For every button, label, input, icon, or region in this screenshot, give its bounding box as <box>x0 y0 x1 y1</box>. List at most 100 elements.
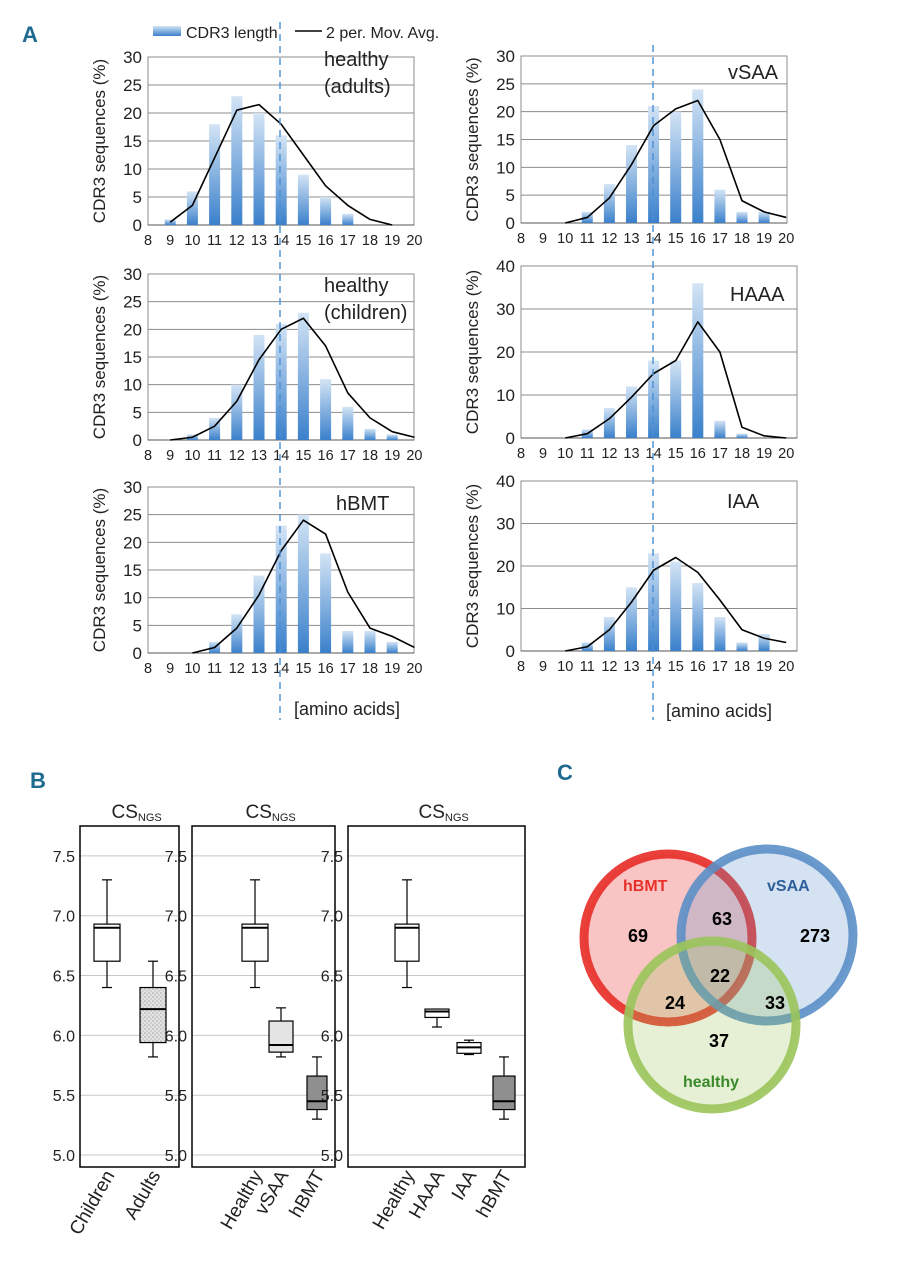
x-tick-label: 16 <box>318 448 334 464</box>
x-tick-label: 20 <box>406 661 422 677</box>
x-tick-label: 15 <box>295 661 311 677</box>
y-tick-label: 15 <box>123 348 142 367</box>
moving-average-line <box>565 556 787 652</box>
y-tick-label: 10 <box>496 600 515 619</box>
y-tick-label: 20 <box>123 533 142 552</box>
y-tick-label: 5 <box>133 403 142 422</box>
x-tick-label: 12 <box>229 448 245 464</box>
y-tick-label: 6.0 <box>165 1028 187 1045</box>
y-tick-label: 5 <box>506 186 515 205</box>
x-tick-label: 20 <box>778 446 794 462</box>
y-axis-label: CDR3 sequences (%) <box>463 57 482 221</box>
box-hbmt: hBMT <box>473 1056 517 1221</box>
x-tick-label: 20 <box>778 659 794 675</box>
x-tick-label: 20 <box>778 231 794 247</box>
x-tick-label: 13 <box>623 659 639 675</box>
y-tick-label: 25 <box>496 75 515 94</box>
histogram-iaa: 0 10 20 30 40 8 9 10 11 12 13 14 15 16 17 18 19 20 CDR3 se… <box>463 472 798 675</box>
venn-circle-healthy <box>623 936 801 1114</box>
y-tick-label: 20 <box>496 343 515 362</box>
box-body <box>93 923 121 962</box>
boxplot-title: CSNGS <box>419 802 469 824</box>
x-tick-label: 9 <box>539 659 547 675</box>
x-tick-label: 17 <box>340 448 356 464</box>
x-tick-label: Children <box>66 1167 120 1239</box>
x-tick-label: 15 <box>295 448 311 464</box>
y-tick-label: 0 <box>506 214 515 233</box>
x-tick-label: 8 <box>517 659 525 675</box>
box-body <box>268 1020 294 1053</box>
box-iaa: IAA <box>448 1039 482 1204</box>
boxplot-healthy-haaa-iaa-hbmt: 5.05.56.06.57.07.5CSNGSHealthyHAAAIAAhBM… <box>321 802 526 1233</box>
y-tick-label: 40 <box>496 257 515 276</box>
x-tick-label: 11 <box>207 233 222 249</box>
x-tick-label: 18 <box>362 661 378 677</box>
y-tick-label: 40 <box>496 472 515 491</box>
y-tick-label: 25 <box>123 506 142 525</box>
chart-title: healthy <box>324 275 389 297</box>
bar <box>342 213 354 225</box>
x-tick-label: 20 <box>406 233 422 249</box>
y-tick-label: 10 <box>123 376 142 395</box>
bar <box>603 184 615 223</box>
x-tick-label: 8 <box>144 661 152 677</box>
venn-diagram: hBMT vSAA healthy 69 273 37 63 24 33 22 <box>579 844 858 1114</box>
x-tick-label: 9 <box>539 446 547 462</box>
y-tick-label: 5 <box>133 188 142 207</box>
x-tick-label: 18 <box>362 448 378 464</box>
y-tick-label: 6.5 <box>53 969 75 986</box>
box-body <box>139 986 167 1044</box>
bar <box>320 379 332 440</box>
x-tick-label: 9 <box>166 661 174 677</box>
y-tick-label: 10 <box>123 589 142 608</box>
x-tick-label: 19 <box>756 231 772 247</box>
histogram-vsaa: 051015202530891011121314151617181920CDR3… <box>463 47 794 247</box>
x-tick-label: 10 <box>557 659 573 675</box>
y-axis-label: CDR3 sequences (%) <box>90 488 109 652</box>
venn-count-healthy-only: 37 <box>709 1031 729 1051</box>
y-axis-label: CDR3 sequences (%) <box>463 270 482 434</box>
y-tick-label: 20 <box>123 320 142 339</box>
y-tick-label: 0 <box>506 642 515 661</box>
bar <box>364 428 376 440</box>
box-body <box>492 1075 516 1111</box>
bar <box>297 514 309 653</box>
boxplot-title: CSNGS <box>246 802 296 824</box>
y-tick-label: 7.5 <box>53 849 75 866</box>
x-tick-label: 13 <box>251 233 267 249</box>
y-tick-label: 0 <box>133 644 142 663</box>
y-tick-label: 0 <box>506 429 515 448</box>
y-tick-label: 5.0 <box>53 1148 75 1165</box>
y-tick-label: 7.0 <box>165 909 187 926</box>
y-tick-label: 7.5 <box>321 849 343 866</box>
y-tick-label: 20 <box>496 103 515 122</box>
y-tick-label: 5.5 <box>53 1088 75 1105</box>
bar <box>275 525 287 653</box>
x-tick-label: 11 <box>580 659 595 675</box>
plot-frame <box>191 825 336 1168</box>
bar <box>736 642 748 651</box>
y-tick-label: 25 <box>123 76 142 95</box>
boxplot-children-adults: 5.0 5.5 6.0 6.5 7.0 7.5 CSNGS Children Adults <box>53 802 180 1239</box>
y-tick-label: 10 <box>496 386 515 405</box>
y-tick-label: 5 <box>133 616 142 635</box>
moving-average-line <box>565 321 787 439</box>
y-tick-label: 6.0 <box>53 1028 75 1045</box>
x-tick-label: 8 <box>517 231 525 247</box>
x-tick-label: 19 <box>384 448 400 464</box>
histogram-legend: CDR3 length 2 per. Mov. Avg. <box>153 25 439 42</box>
chart-title: (adults) <box>324 76 391 98</box>
x-tick-label: 17 <box>712 659 728 675</box>
x-tick-label: 11 <box>207 448 222 464</box>
x-tick-label: 16 <box>690 446 706 462</box>
bar <box>231 614 243 653</box>
y-tick-label: 6.0 <box>321 1028 343 1045</box>
bar <box>626 145 637 223</box>
y-tick-label: 30 <box>496 300 515 319</box>
bar <box>736 433 748 438</box>
bar <box>714 189 726 223</box>
bar <box>253 575 265 653</box>
x-tick-label: 15 <box>295 233 311 249</box>
bar <box>758 211 770 223</box>
